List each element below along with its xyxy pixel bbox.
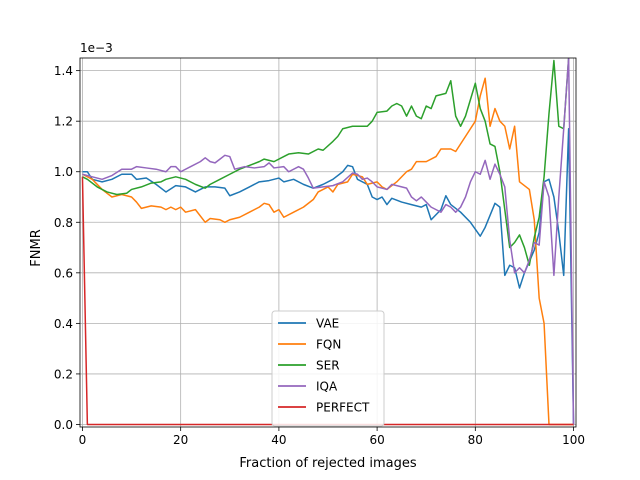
ticks: 0 20 40 60 80 100 0.0 0.2 0.4 0.6 0.8 1.0 1.2 1.4 xyxy=(54,64,585,447)
y-tick-label: 0.0 xyxy=(54,418,73,432)
x-tick-label: 0 xyxy=(79,433,87,447)
y-tick-label: 1.0 xyxy=(54,165,73,179)
x-tick-label: 20 xyxy=(173,433,188,447)
x-tick-label: 60 xyxy=(369,433,384,447)
legend-label-ser: SER xyxy=(316,359,340,373)
x-axis-label: Fraction of rejected images xyxy=(239,456,416,471)
legend-label-perfect: PERFECT xyxy=(316,401,370,415)
x-tick-label: 100 xyxy=(562,433,585,447)
x-tick-label: 40 xyxy=(271,433,286,447)
y-axis-multiplier: 1e−3 xyxy=(80,41,113,55)
series-lines xyxy=(81,58,575,426)
axes-frame xyxy=(79,57,577,428)
series-line-perfect xyxy=(81,176,574,426)
series-line-fqn xyxy=(82,77,574,426)
y-axis-label: FNMR xyxy=(29,229,44,266)
legend-label-vae: VAE xyxy=(316,317,339,331)
legend-label-iqa: IQA xyxy=(316,380,338,394)
y-tick-label: 0.6 xyxy=(54,266,73,280)
series-line-ser xyxy=(82,58,570,266)
y-tick-label: 0.8 xyxy=(54,216,73,230)
y-tick-label: 1.2 xyxy=(54,115,73,129)
legend-box xyxy=(271,310,385,427)
y-tick-label: 0.4 xyxy=(54,317,73,331)
legend-label-fqn: FQN xyxy=(316,338,341,352)
legend: VAE FQN SER IQA PERFECT xyxy=(271,310,385,427)
series-line-iqa xyxy=(82,58,575,425)
grid xyxy=(80,58,576,427)
y-tick-label: 0.2 xyxy=(54,367,73,381)
plot-frame xyxy=(79,57,577,428)
x-tick-label: 80 xyxy=(468,433,483,447)
y-tick-label: 1.4 xyxy=(54,64,73,78)
